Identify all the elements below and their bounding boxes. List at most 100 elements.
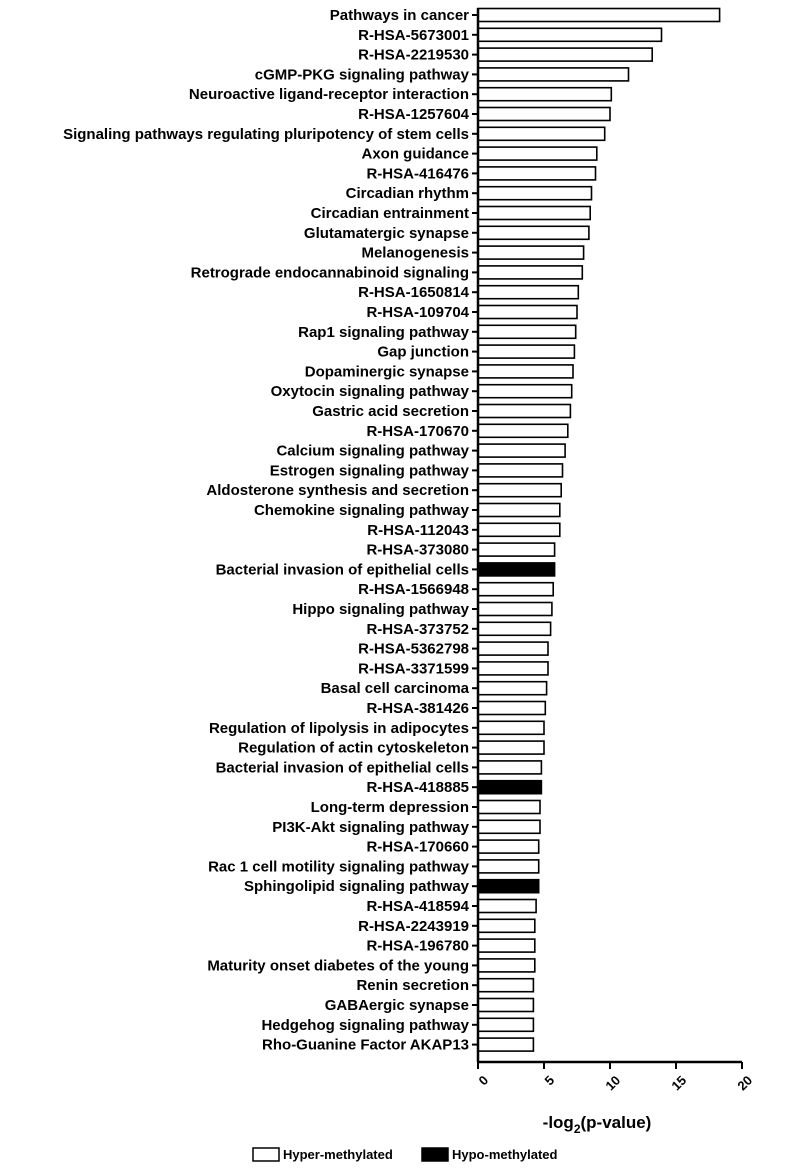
category-label: R-HSA-112043 <box>367 522 469 539</box>
bar <box>477 106 611 122</box>
category-label: Regulation of lipolysis in adipocytes <box>209 720 469 737</box>
category-label: R-HSA-1257604 <box>358 106 470 123</box>
bar <box>477 146 598 161</box>
category-label: Maturity onset diabetes of the young <box>207 957 469 974</box>
bar <box>477 463 564 478</box>
legend-label-hyper: Hyper-methylated <box>283 1147 393 1162</box>
category-label: R-HSA-170670 <box>366 423 469 440</box>
category-label: R-HSA-2219530 <box>358 47 469 64</box>
category-label: Rac 1 cell motility signaling pathway <box>208 858 470 875</box>
legend-swatch-hyper <box>252 1147 280 1162</box>
bar <box>477 482 562 498</box>
category-label: Aldosterone synthesis and secretion <box>206 482 469 499</box>
category-label: R-HSA-418885 <box>366 779 469 796</box>
category-label: R-HSA-373080 <box>366 542 469 559</box>
bar <box>477 700 547 716</box>
bar <box>477 522 561 538</box>
bar <box>477 47 653 62</box>
category-label: Glutamatergic synapse <box>304 225 469 242</box>
legend: Hyper-methylated Hypo-methylated <box>252 1147 558 1162</box>
bars-group <box>477 7 721 1052</box>
category-label: Bacterial invasion of epithelial cells <box>216 759 469 776</box>
x-axis-title-suffix: (p-value) <box>581 1113 652 1132</box>
category-label: R-HSA-109704 <box>366 304 469 321</box>
category-label: Rap1 signaling pathway <box>298 324 470 341</box>
bar <box>477 918 536 934</box>
bar <box>477 166 597 181</box>
bar <box>477 1037 535 1052</box>
x-tick-label: 0 <box>475 1073 491 1089</box>
bar <box>477 997 535 1013</box>
category-label: R-HSA-1566948 <box>358 581 469 598</box>
bar <box>477 27 663 43</box>
category-label: Pathways in cancer <box>330 7 469 24</box>
category-label: Dopaminergic synapse <box>305 363 469 380</box>
bar <box>477 443 566 458</box>
category-label: R-HSA-416476 <box>366 165 469 182</box>
bar <box>477 878 540 894</box>
category-label: Neuroactive ligand-receptor interaction <box>189 86 469 103</box>
bar <box>477 641 549 656</box>
category-label: cGMP-PKG signaling pathway <box>255 66 470 83</box>
x-tick-label: 20 <box>734 1073 755 1094</box>
category-label: R-HSA-5362798 <box>358 641 469 658</box>
category-label: GABAergic synapse <box>325 997 469 1014</box>
bar <box>477 542 556 557</box>
bar <box>477 977 535 993</box>
category-label: Bacterial invasion of epithelial cells <box>216 561 469 578</box>
bar <box>477 205 591 221</box>
category-label: R-HSA-2243919 <box>358 918 469 935</box>
category-label: Gap junction <box>377 344 469 361</box>
bar <box>477 245 585 260</box>
bar <box>477 799 541 815</box>
bar <box>477 740 545 755</box>
x-axis-title-subscript: 2 <box>574 1122 581 1136</box>
category-label: R-HSA-196780 <box>366 938 469 955</box>
x-axis-title: -log2(p-value) <box>543 1113 652 1136</box>
category-label: Rho-Guanine Factor AKAP13 <box>262 1037 469 1054</box>
bar <box>477 67 630 82</box>
category-label: Sphingolipid signaling pathway <box>244 878 470 895</box>
bar <box>477 601 553 617</box>
bar <box>477 265 584 280</box>
category-label: Circadian rhythm <box>346 185 469 202</box>
bar <box>477 859 540 874</box>
bar <box>477 502 561 518</box>
bar <box>477 225 590 241</box>
bar <box>477 126 606 142</box>
category-label: Oxytocin signaling pathway <box>271 383 470 400</box>
bar <box>477 324 577 340</box>
bar <box>477 403 572 419</box>
bar <box>477 364 574 379</box>
category-label: R-HSA-373752 <box>366 621 469 638</box>
category-label: R-HSA-381426 <box>366 700 469 717</box>
category-label: Chemokine signaling pathway <box>254 502 470 519</box>
bar <box>477 760 543 775</box>
bar <box>477 898 537 914</box>
category-label: R-HSA-1650814 <box>358 284 470 301</box>
bar <box>477 779 543 795</box>
bar <box>477 562 556 577</box>
category-labels-group: Pathways in cancer R-HSA-5673001 R-HSA-221… <box>63 7 478 1054</box>
x-tick-label: 5 <box>541 1073 557 1089</box>
category-label: PI3K-Akt signaling pathway <box>272 819 469 836</box>
category-label: Circadian entrainment <box>311 205 469 222</box>
bar <box>477 1017 535 1033</box>
category-label: Axon guidance <box>361 146 469 163</box>
category-label: Melanogenesis <box>361 245 469 262</box>
category-label: R-HSA-170660 <box>366 839 469 856</box>
bar <box>477 958 536 973</box>
category-label: R-HSA-418594 <box>366 898 469 915</box>
category-label: Renin secretion <box>356 977 469 994</box>
category-label: R-HSA-3371599 <box>358 660 469 677</box>
category-label: R-HSA-5673001 <box>358 27 469 44</box>
bar <box>477 938 536 953</box>
category-label: Long-term depression <box>311 799 469 816</box>
category-label: Basal cell carcinoma <box>321 680 470 697</box>
category-label: Hedgehog signaling pathway <box>261 1017 469 1034</box>
category-label: Signaling pathways regulating pluripoten… <box>63 126 469 143</box>
category-label: Gastric acid secretion <box>312 403 469 420</box>
bar <box>477 819 541 835</box>
bar <box>477 7 721 23</box>
